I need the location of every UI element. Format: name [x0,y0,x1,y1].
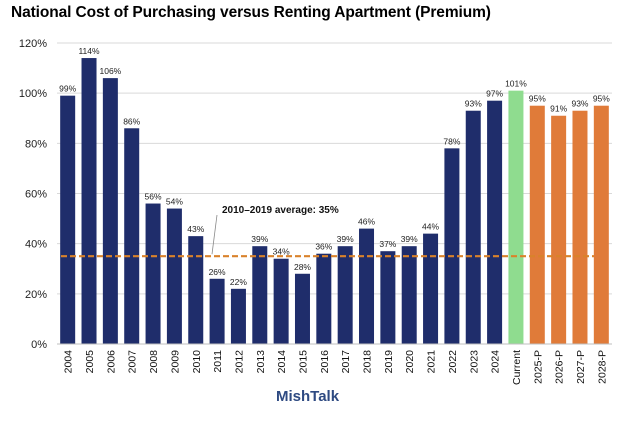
x-tick-label: 2014 [276,350,288,374]
bar [60,95,76,344]
bar [145,203,161,344]
y-tick-label: 100% [19,88,47,100]
x-tick-label: 2009 [169,350,181,374]
x-tick-label: 2024 [490,350,502,374]
x-tick-label: 2026-P [554,350,566,384]
bar [401,246,417,344]
bar [124,128,140,344]
bar [572,110,588,344]
x-tick-label: Current [511,350,523,385]
bar [593,105,609,344]
bar [166,208,182,344]
bar [252,246,268,344]
x-tick-label: 2022 [447,350,459,374]
data-label: 95% [593,94,610,104]
average-label: 2010–2019 average: 35% [222,205,339,216]
data-label: 93% [571,99,588,109]
x-tick-label: 2015 [297,350,309,374]
data-label: 78% [443,136,460,146]
bar [508,90,524,345]
bar [230,288,246,344]
data-label: 54% [166,197,183,207]
x-tick-label: 2017 [340,350,352,374]
data-label: 93% [465,99,482,109]
x-tick-label: 2006 [105,350,117,374]
watermark-text: MishTalk [276,388,340,405]
data-label: 39% [251,234,268,244]
data-label: 26% [209,267,226,277]
data-label: 101% [505,79,527,89]
x-tick-label: 2020 [404,350,416,374]
bar [551,115,567,344]
x-tick-label: 2008 [148,350,160,374]
x-tick-label: 2012 [233,350,245,374]
bar [316,253,332,344]
bar [359,228,375,344]
bar [465,110,481,344]
data-label: 86% [123,116,140,126]
y-tick-label: 60% [25,189,47,201]
bar [380,251,396,344]
y-tick-label: 0% [31,339,47,351]
x-tick-label: 2005 [84,350,96,374]
bar [81,58,97,345]
data-label: 37% [379,239,396,249]
data-label: 22% [230,277,247,287]
x-tick-label: 2004 [63,350,75,374]
average-leader-line [211,214,218,255]
data-label: 43% [187,224,204,234]
data-label: 36% [315,242,332,252]
bar [209,278,225,344]
y-tick-label: 40% [25,239,47,251]
bar [423,233,439,344]
data-label: 28% [294,262,311,272]
data-label: 44% [422,222,439,232]
x-tick-label: 2011 [212,350,224,373]
data-label: 39% [337,234,354,244]
x-tick-label: 2019 [383,350,395,374]
data-label: 95% [529,94,546,104]
x-tick-label: 2021 [426,350,438,374]
data-label: 46% [358,217,375,227]
x-tick-label: 2025-P [532,350,544,384]
x-tick-label: 2027-P [575,350,587,384]
chart-title: National Cost of Purchasing versus Renti… [11,4,491,21]
data-label: 39% [401,234,418,244]
data-label: 91% [550,104,567,114]
data-label: 99% [59,84,76,94]
bar [273,258,289,344]
bar [487,100,503,344]
bar [337,246,353,344]
bar [444,148,460,344]
x-tick-label: 2010 [191,350,203,374]
y-tick-label: 20% [25,289,47,301]
y-tick-label: 120% [19,38,47,50]
x-tick-label: 2016 [319,350,331,374]
x-tick-label: 2018 [362,350,374,374]
data-label: 97% [486,89,503,99]
x-tick-label: 2023 [468,350,480,374]
data-label: 34% [273,247,290,257]
x-tick-label: 2028-P [596,350,608,384]
data-label: 114% [78,46,100,56]
bar [529,105,545,344]
bar [102,78,118,344]
x-tick-label: 2007 [127,350,139,374]
y-tick-label: 80% [25,138,47,150]
data-label: 106% [99,66,121,76]
x-tick-label: 2013 [255,350,267,374]
bar [188,236,204,344]
bar [294,273,310,344]
data-label: 56% [145,192,162,202]
